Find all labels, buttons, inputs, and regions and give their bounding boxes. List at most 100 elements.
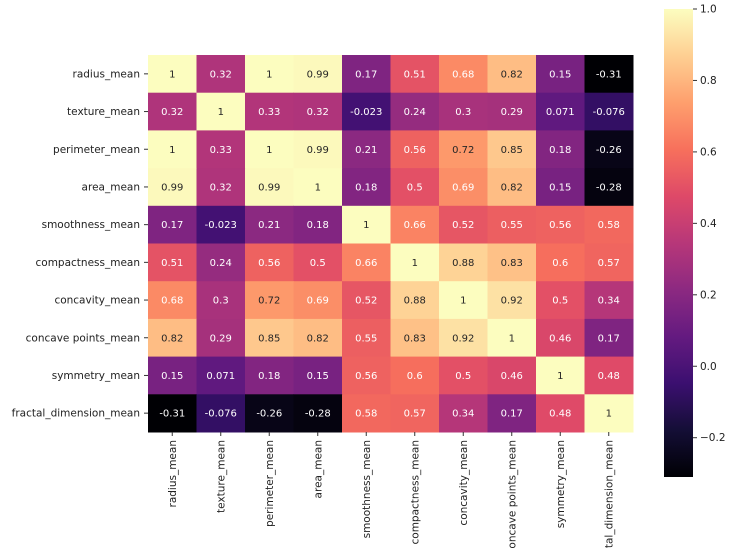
heatmap-cell [196,92,246,131]
cell-value-label: 0.83 [501,258,523,269]
cell-value-label: 0.99 [258,182,280,193]
x-tick-label: radius_mean [167,440,179,508]
x-tick-label: smoothness_mean [361,440,373,538]
heatmap-cell [390,356,440,395]
cell-value-label: 0.24 [210,258,232,269]
heatmap-cell [293,243,343,282]
heatmap-cell [196,243,246,282]
x-tick-label: compactness_mean [409,440,421,545]
cell-value-label: -0.28 [596,182,622,193]
cell-value-label: 0.92 [501,296,523,307]
colorbar-tick-label: 1.0 [700,4,717,16]
colorbar-tick-label: 0.6 [700,146,717,158]
colorbar-tick-label: 0.2 [700,289,717,301]
heatmap-cell [293,130,343,169]
heatmap-cell [342,394,391,433]
heatmap-cell [342,205,391,244]
cell-value-label: 0.6 [552,258,568,269]
colorbar-tick-label: 0.0 [700,361,717,373]
heatmap-cell [148,318,197,358]
heatmap-cell [196,281,246,320]
cell-value-label: 0.18 [355,182,377,193]
cell-value-label: 0.99 [307,69,329,80]
cell-value-label: -0.26 [256,409,282,420]
heatmap-cell [148,281,197,320]
heatmap-cell [390,318,440,358]
cell-value-label: 0.48 [598,371,620,382]
heatmap-cell [439,281,488,320]
cell-value-label: 1 [557,371,563,382]
x-tick-label: symmetry_mean [555,440,567,528]
cell-value-label: 0.52 [355,296,377,307]
heatmap-cell [536,281,585,320]
cell-value-label: 0.32 [307,107,329,118]
cell-value-label: 0.56 [549,220,571,231]
heatmap-cells: 1 0.32 1 0.99 0.17 0.51 0.68 0.82 0.15 -0.310.32 1… [148,55,634,433]
heatmap-cell [439,356,488,395]
cell-value-label: 0.58 [598,220,620,231]
cell-value-label: 0.17 [161,220,183,231]
heatmap-cell [245,55,294,94]
y-tick-label: texture_mean [67,106,140,118]
heatmap-cell [196,55,246,94]
x-tick-label: texture_mean [215,440,227,513]
heatmap-cell [439,92,488,131]
heatmap-cell [390,168,440,207]
heatmap-cell [245,168,294,207]
heatmap-cell [293,356,343,395]
heatmap-cell [584,130,634,169]
cell-value-label: 1 [169,69,175,80]
cell-value-label: 0.66 [355,258,377,269]
cell-value-label: 0.17 [501,409,523,420]
heatmap-cell [148,356,197,395]
cell-value-label: 0.17 [355,69,377,80]
heatmap-cell [196,205,246,244]
cell-value-label: 0.6 [407,371,423,382]
heatmap-cell [293,394,343,433]
cell-value-label: -0.023 [350,107,382,118]
heatmap-cell [439,168,488,207]
cell-value-label: 0.48 [549,409,571,420]
y-tick-label: perimeter_mean [53,144,140,156]
heatmap-cell [536,92,585,131]
cell-value-label: 1 [266,145,272,156]
heatmap-cell [536,168,585,207]
colorbar-tick-label: 0.8 [700,75,717,87]
heatmap-cell [439,205,488,244]
heatmap-cell [148,55,197,94]
heatmap-cell [342,356,391,395]
cell-value-label: 0.55 [355,333,377,344]
cell-value-label: 0.88 [404,296,426,307]
cell-value-label: -0.31 [159,409,185,420]
heatmap-cell [536,243,585,282]
cell-value-label: 0.69 [307,296,329,307]
cell-value-label: 0.55 [501,220,523,231]
y-tick-label: symmetry_mean [52,370,140,382]
cell-value-label: 0.21 [258,220,280,231]
heatmap-cell [245,130,294,169]
cell-value-label: -0.28 [305,409,331,420]
heatmap-cell [342,130,391,169]
heatmap-cell [487,130,537,169]
cell-value-label: 0.82 [161,333,183,344]
x-tick-label: concave points_mean [506,440,518,548]
cell-value-label: 0.99 [161,182,183,193]
heatmap-cell [342,243,391,282]
heatmap-cell [148,168,197,207]
cell-value-label: 0.72 [452,145,474,156]
cell-value-label: 0.21 [355,145,377,156]
x-tick-labels: radius_mean texture_mean perimeter_mean are… [167,432,615,548]
cell-value-label: 1 [509,333,515,344]
cell-value-label: 0.52 [452,220,474,231]
cell-value-label: 0.5 [310,258,326,269]
cell-value-label: 0.18 [307,220,329,231]
heatmap-cell [439,55,488,94]
heatmap-cell [196,356,246,395]
x-tick-label: concavity_mean [458,440,470,526]
cell-value-label: 0.32 [210,69,232,80]
cell-value-label: 0.85 [258,333,280,344]
cell-value-label: 0.071 [206,371,235,382]
cell-value-label: 0.5 [455,371,471,382]
heatmap-cell [390,55,440,94]
cell-value-label: 0.33 [210,145,232,156]
